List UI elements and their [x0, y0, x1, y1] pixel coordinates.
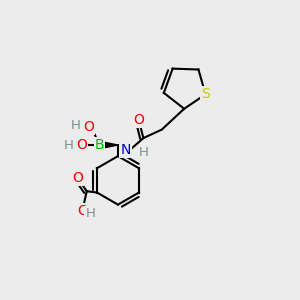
Text: O: O: [76, 138, 87, 152]
Text: H: H: [64, 139, 74, 152]
Text: O: O: [77, 204, 88, 218]
Text: O: O: [83, 120, 94, 134]
Text: N: N: [120, 143, 131, 157]
Text: H: H: [70, 119, 80, 132]
Text: S: S: [201, 87, 210, 101]
Text: O: O: [72, 171, 83, 185]
Text: H: H: [139, 146, 149, 159]
Text: B: B: [95, 138, 104, 152]
Text: H: H: [85, 207, 95, 220]
Text: O: O: [133, 112, 144, 127]
Polygon shape: [100, 141, 118, 149]
